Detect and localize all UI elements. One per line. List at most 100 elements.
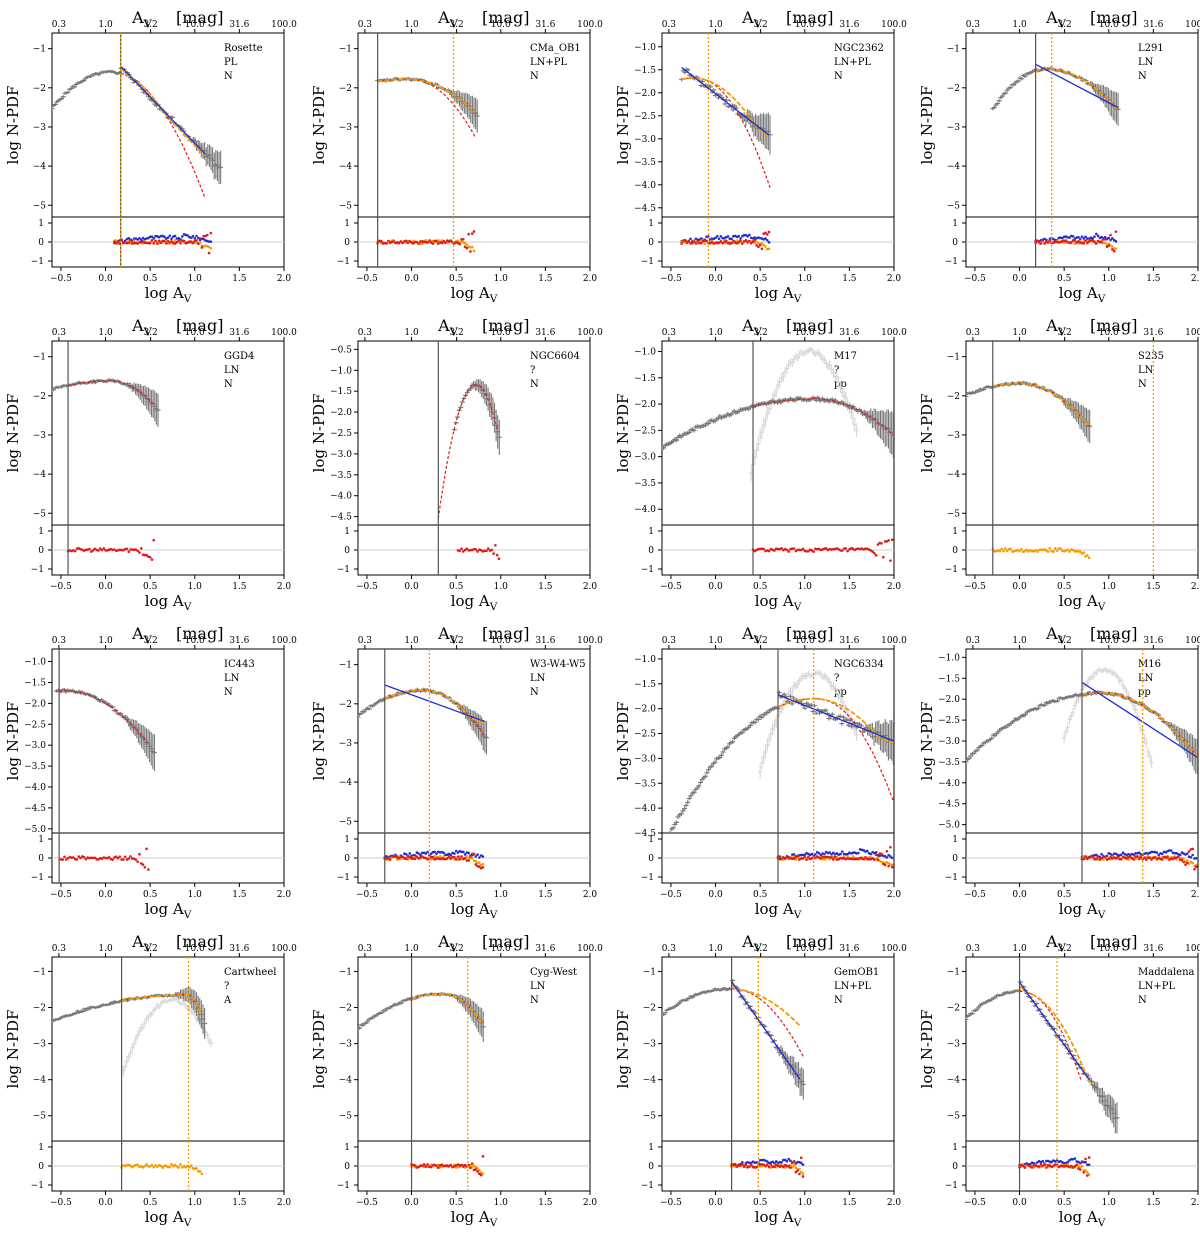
y-tick-label: −5 [947,509,961,519]
x-tick-label: 1.0 [494,582,509,592]
ln-residual-point [1153,856,1157,859]
top-tick-label: 10.0 [185,944,205,954]
ln-residual-point [780,857,783,861]
top-tick-label: 10.0 [185,328,205,338]
ln-residual-point [880,852,883,856]
ln-residual-point [114,855,118,858]
ln-residual-point [207,251,211,255]
ln-residual-point [1185,861,1189,865]
pl-residual-point [147,236,150,240]
y-tick-label: −4 [33,162,47,172]
y-tick-label: −4.5 [634,829,656,839]
fit-type: LN+PL [834,57,871,68]
lnpl-residual-point [876,856,880,859]
ln-residual-point [1103,855,1107,859]
panel-w3-w4-w5: AV [mag]0.3 1.0 3.2 10.0 31.6 100.0−1−2−3−4−5l… [310,624,603,921]
ln-residual-point [735,241,739,245]
ln-residual-point [433,239,437,243]
resid-tick-label: −1 [31,873,44,883]
ln-residual-point [687,240,691,243]
ln-residual-point [486,547,490,550]
y-tick-label: −3.0 [24,741,46,751]
ln-residual-point [765,233,769,236]
x-tick-label: −0.5 [50,1198,72,1208]
ln-residual-point [392,240,395,243]
resid-tick-label: 1 [38,527,44,537]
ln-residual-point [469,855,472,858]
top-axis-label: AV [741,316,763,338]
y-tick-label: −2 [947,84,960,94]
lnpl-residual-point [703,242,707,245]
ln-residual-point [84,857,88,861]
ln-residual-point [113,240,116,244]
pl-residual-point [1194,856,1198,860]
pl-residual-point [1109,852,1112,856]
ln-residual-point [1194,865,1198,869]
ln-residual-point [1107,244,1111,247]
ln-residual-point [758,243,762,247]
ln-residual-point [166,239,170,243]
ln-residual-point [1082,857,1086,861]
top-axis-label: AV [1045,316,1067,338]
pl-residual-point [792,853,796,856]
ln-residual-point [739,239,742,243]
top-tick-label: 10.0 [795,328,815,338]
pl-residual-point [730,237,733,241]
y-tick-label: −2.0 [634,705,656,715]
pl-residual-point [139,238,143,242]
x-tick-label: 1.0 [494,1198,509,1208]
lnpl-residual-point [438,855,442,858]
x-tick-label: 2.0 [583,1198,598,1208]
y-tick-label: −4.0 [634,804,656,814]
ln-residual-point [1161,858,1164,861]
lnpl-residual-point [998,549,1002,553]
ln-residual-point [803,855,807,859]
y-tick-label: −2.5 [634,112,656,122]
x-tick-label: 1.0 [798,890,813,900]
top-axis-unit: [mag] [482,932,529,951]
ln-residual-point [792,547,796,550]
ln-residual-point [724,239,728,243]
ln-residual-point [780,546,783,550]
x-tick-label: 0.0 [1012,274,1027,284]
ln-residual-point [873,552,876,555]
y-tick-label: −2.5 [330,429,352,439]
y-tick-label: −2 [339,84,352,94]
ln-residual-point [470,232,474,235]
pl-residual-point [209,240,213,243]
x-tick-label: 1.5 [538,274,553,284]
lnpl-residual-point [161,1166,164,1169]
lnpl-residual-point [1055,549,1059,552]
top-tick-label: 1.0 [708,20,723,30]
pl-residual-point [819,853,823,857]
ln-residual-point [152,538,156,542]
lnpl-residual-point [1059,547,1062,550]
ln-residual-point [792,857,796,860]
ln-residual-point [77,855,81,858]
ln-residual-point [1073,239,1077,242]
lnpl-residual-point [168,1165,172,1169]
main-axes-frame [51,648,285,834]
y-tick-label: −2 [33,392,46,402]
lnpl-fit-curve [1081,692,1198,758]
ln-residual-point [127,857,131,860]
pl-residual-point [1068,236,1071,239]
panel-l291: AV[mag]0.31.03.210.031.6100.0−1−2−3−4−5l… [918,8,1200,305]
pl-residual-point [1119,853,1123,856]
ln-residual-point [116,240,120,243]
x-axis-label: log AV [451,284,498,305]
top-tick-label: 10.0 [491,944,511,954]
resid-tick-label: −1 [641,565,654,575]
ln-residual-point [163,239,166,243]
resid-tick-label: 1 [648,835,654,845]
top-tick-label: 1.0 [98,944,113,954]
top-tick-label: 0.3 [662,328,677,338]
top-tick-label: 1.0 [404,636,419,646]
x-tick-label: 1.5 [232,582,247,592]
top-tick-label: 10.0 [491,20,511,30]
x-axis-label: log AV [145,284,192,305]
ln-residual-point [1039,242,1043,245]
ln-residual-point [864,855,867,859]
ln-residual-point [1111,248,1114,251]
top-tick-label: 31.6 [1143,328,1163,338]
